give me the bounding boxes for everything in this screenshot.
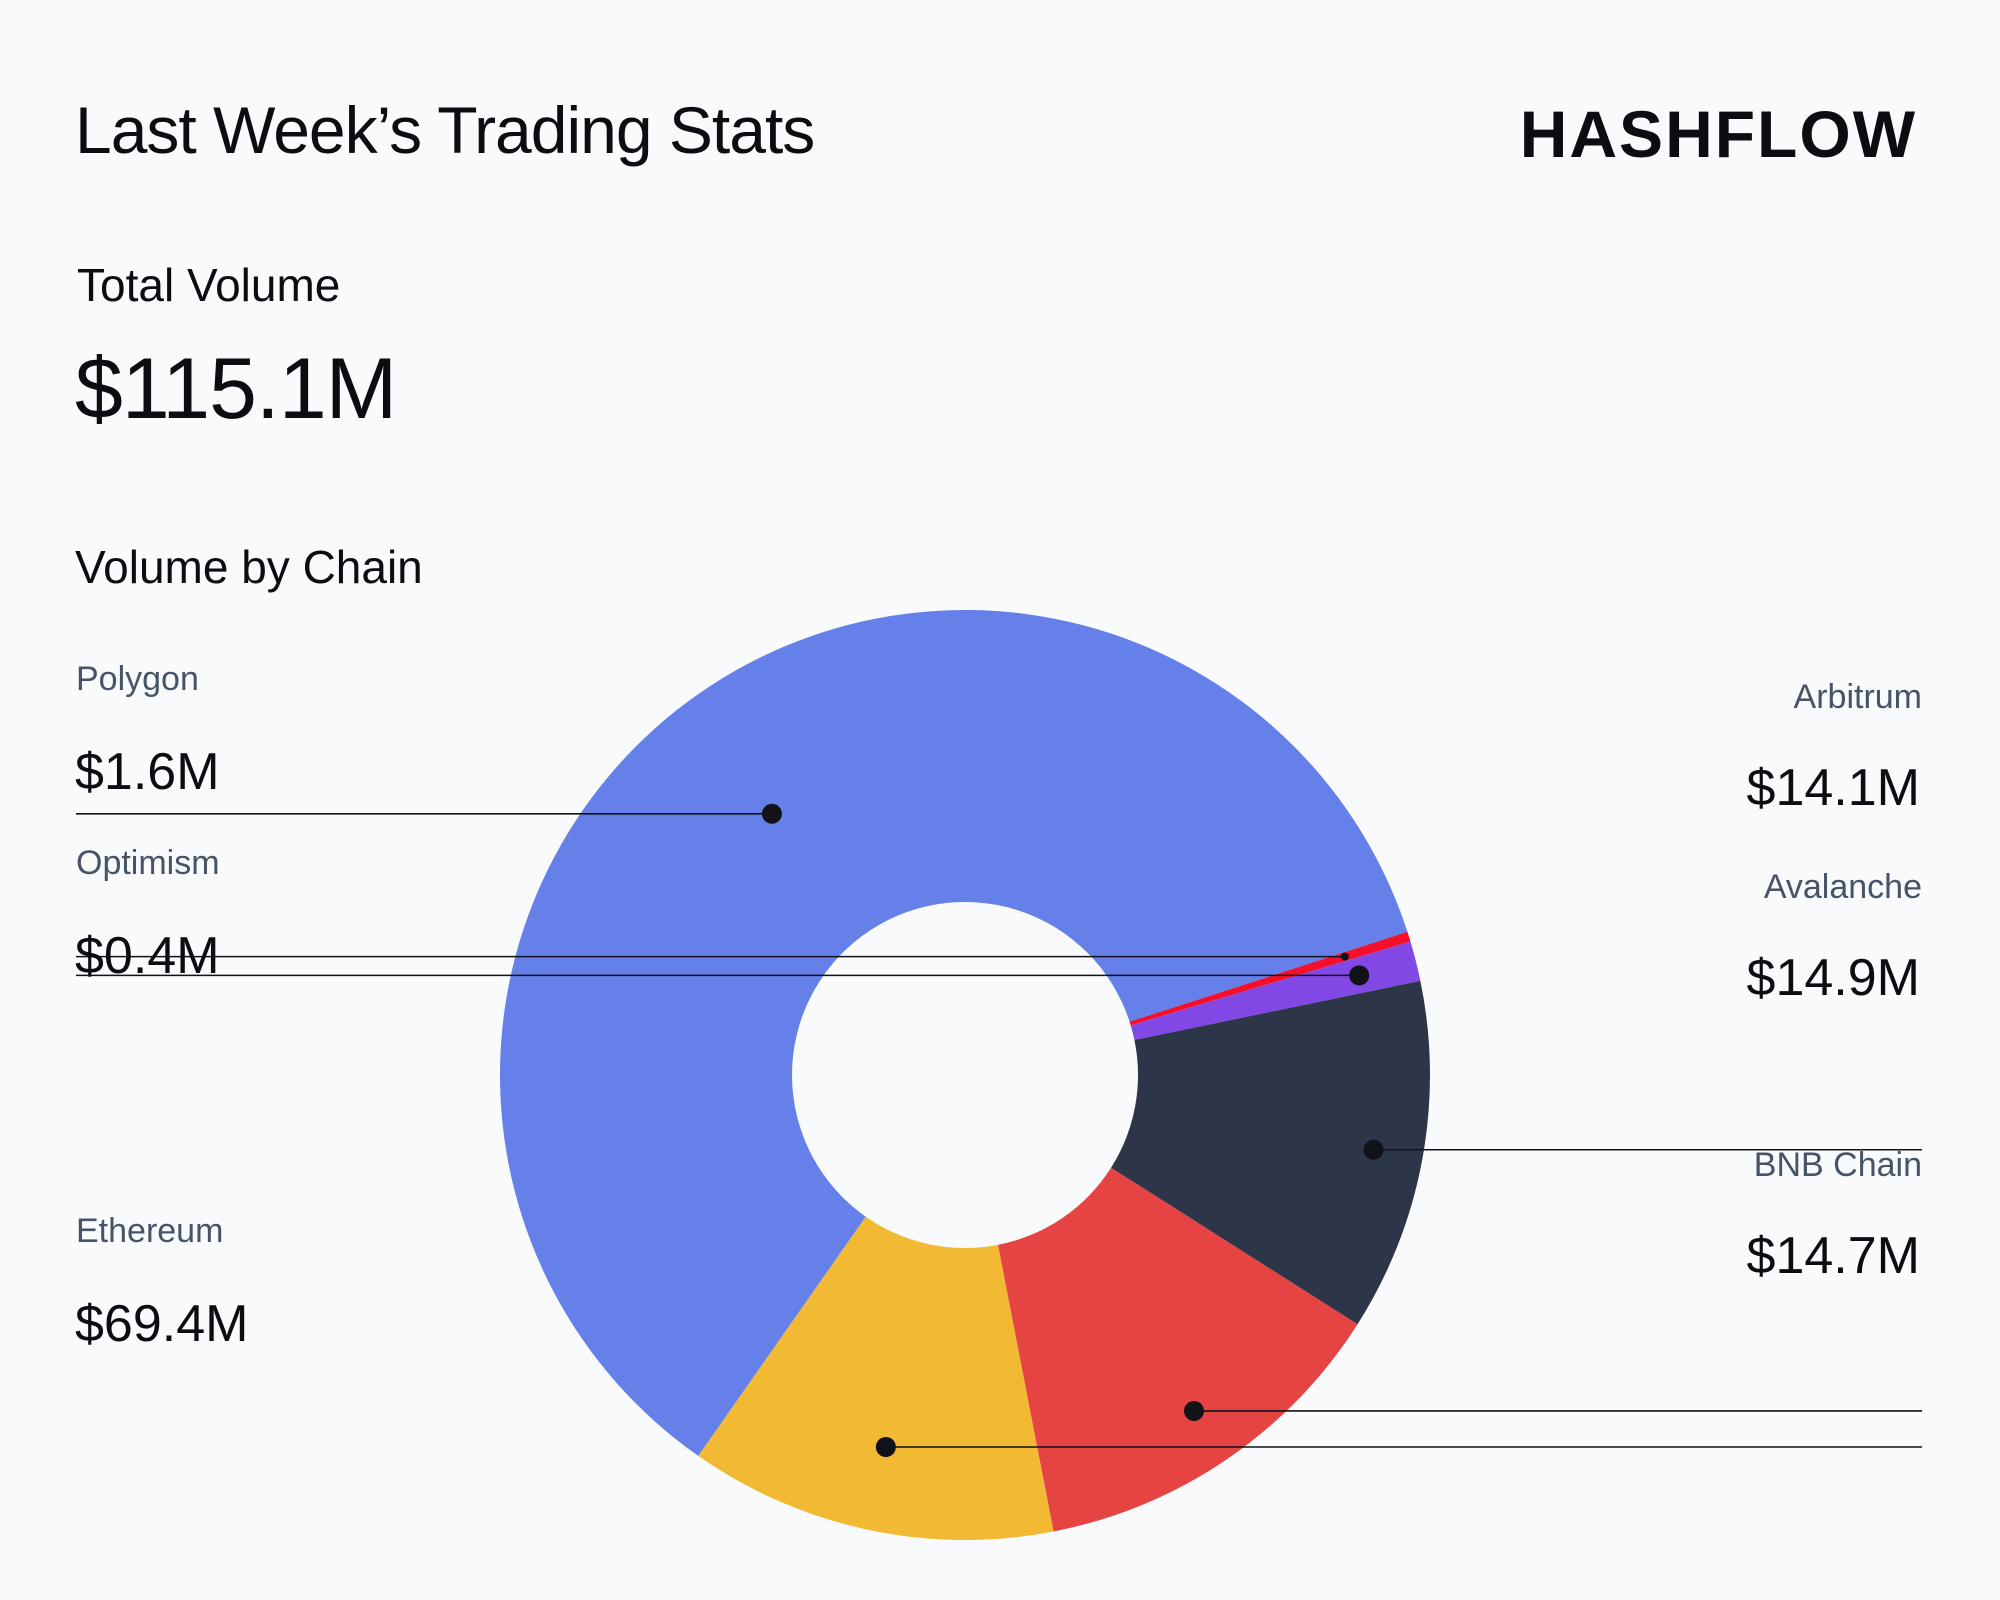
total-volume-label: Total Volume xyxy=(77,259,341,311)
slice-optimism xyxy=(1129,931,1411,1026)
legend-value-ethereum: $69.4M xyxy=(75,1295,249,1353)
chart-title: Volume by Chain xyxy=(75,541,423,593)
callout-dot-arbitrum xyxy=(1363,1139,1384,1160)
callout-dot-polygon xyxy=(1349,965,1370,986)
legend-value-arbitrum: $14.1M xyxy=(1746,759,1920,817)
slice-arbitrum xyxy=(1111,980,1430,1325)
slice-avalanche xyxy=(997,1167,1358,1532)
donut-slices xyxy=(500,610,1430,1540)
legend-value-avalanche: $14.9M xyxy=(1746,949,1920,1007)
page-title: Last Week’s Trading Stats xyxy=(75,93,815,167)
callout-dot-avalanche xyxy=(1184,1400,1205,1421)
legend-name-bnb-chain: BNB Chain xyxy=(1753,1146,1922,1184)
legend-value-optimism: $0.4M xyxy=(75,927,220,985)
callout-lines xyxy=(76,803,1922,1457)
callout-dot-ethereum xyxy=(761,803,782,824)
legend-value-polygon: $1.6M xyxy=(75,743,220,801)
callout-dot-bnb-chain xyxy=(875,1436,896,1457)
callout-dot-optimism xyxy=(1340,952,1349,961)
legend-name-polygon: Polygon xyxy=(76,660,199,698)
legend-name-avalanche: Avalanche xyxy=(1763,868,1922,906)
slice-bnb-chain xyxy=(698,1216,1054,1540)
slice-ethereum xyxy=(500,610,1408,1456)
legend-name-optimism: Optimism xyxy=(76,844,220,882)
legend-name-arbitrum: Arbitrum xyxy=(1793,678,1922,716)
legend-value-bnb-chain: $14.7M xyxy=(1746,1227,1920,1285)
hashflow-logo: ΗASHFLOW xyxy=(1519,97,1917,171)
legend-name-ethereum: Ethereum xyxy=(76,1212,224,1250)
slice-polygon xyxy=(1130,941,1421,1040)
total-volume-value: $115.1M xyxy=(75,341,397,437)
